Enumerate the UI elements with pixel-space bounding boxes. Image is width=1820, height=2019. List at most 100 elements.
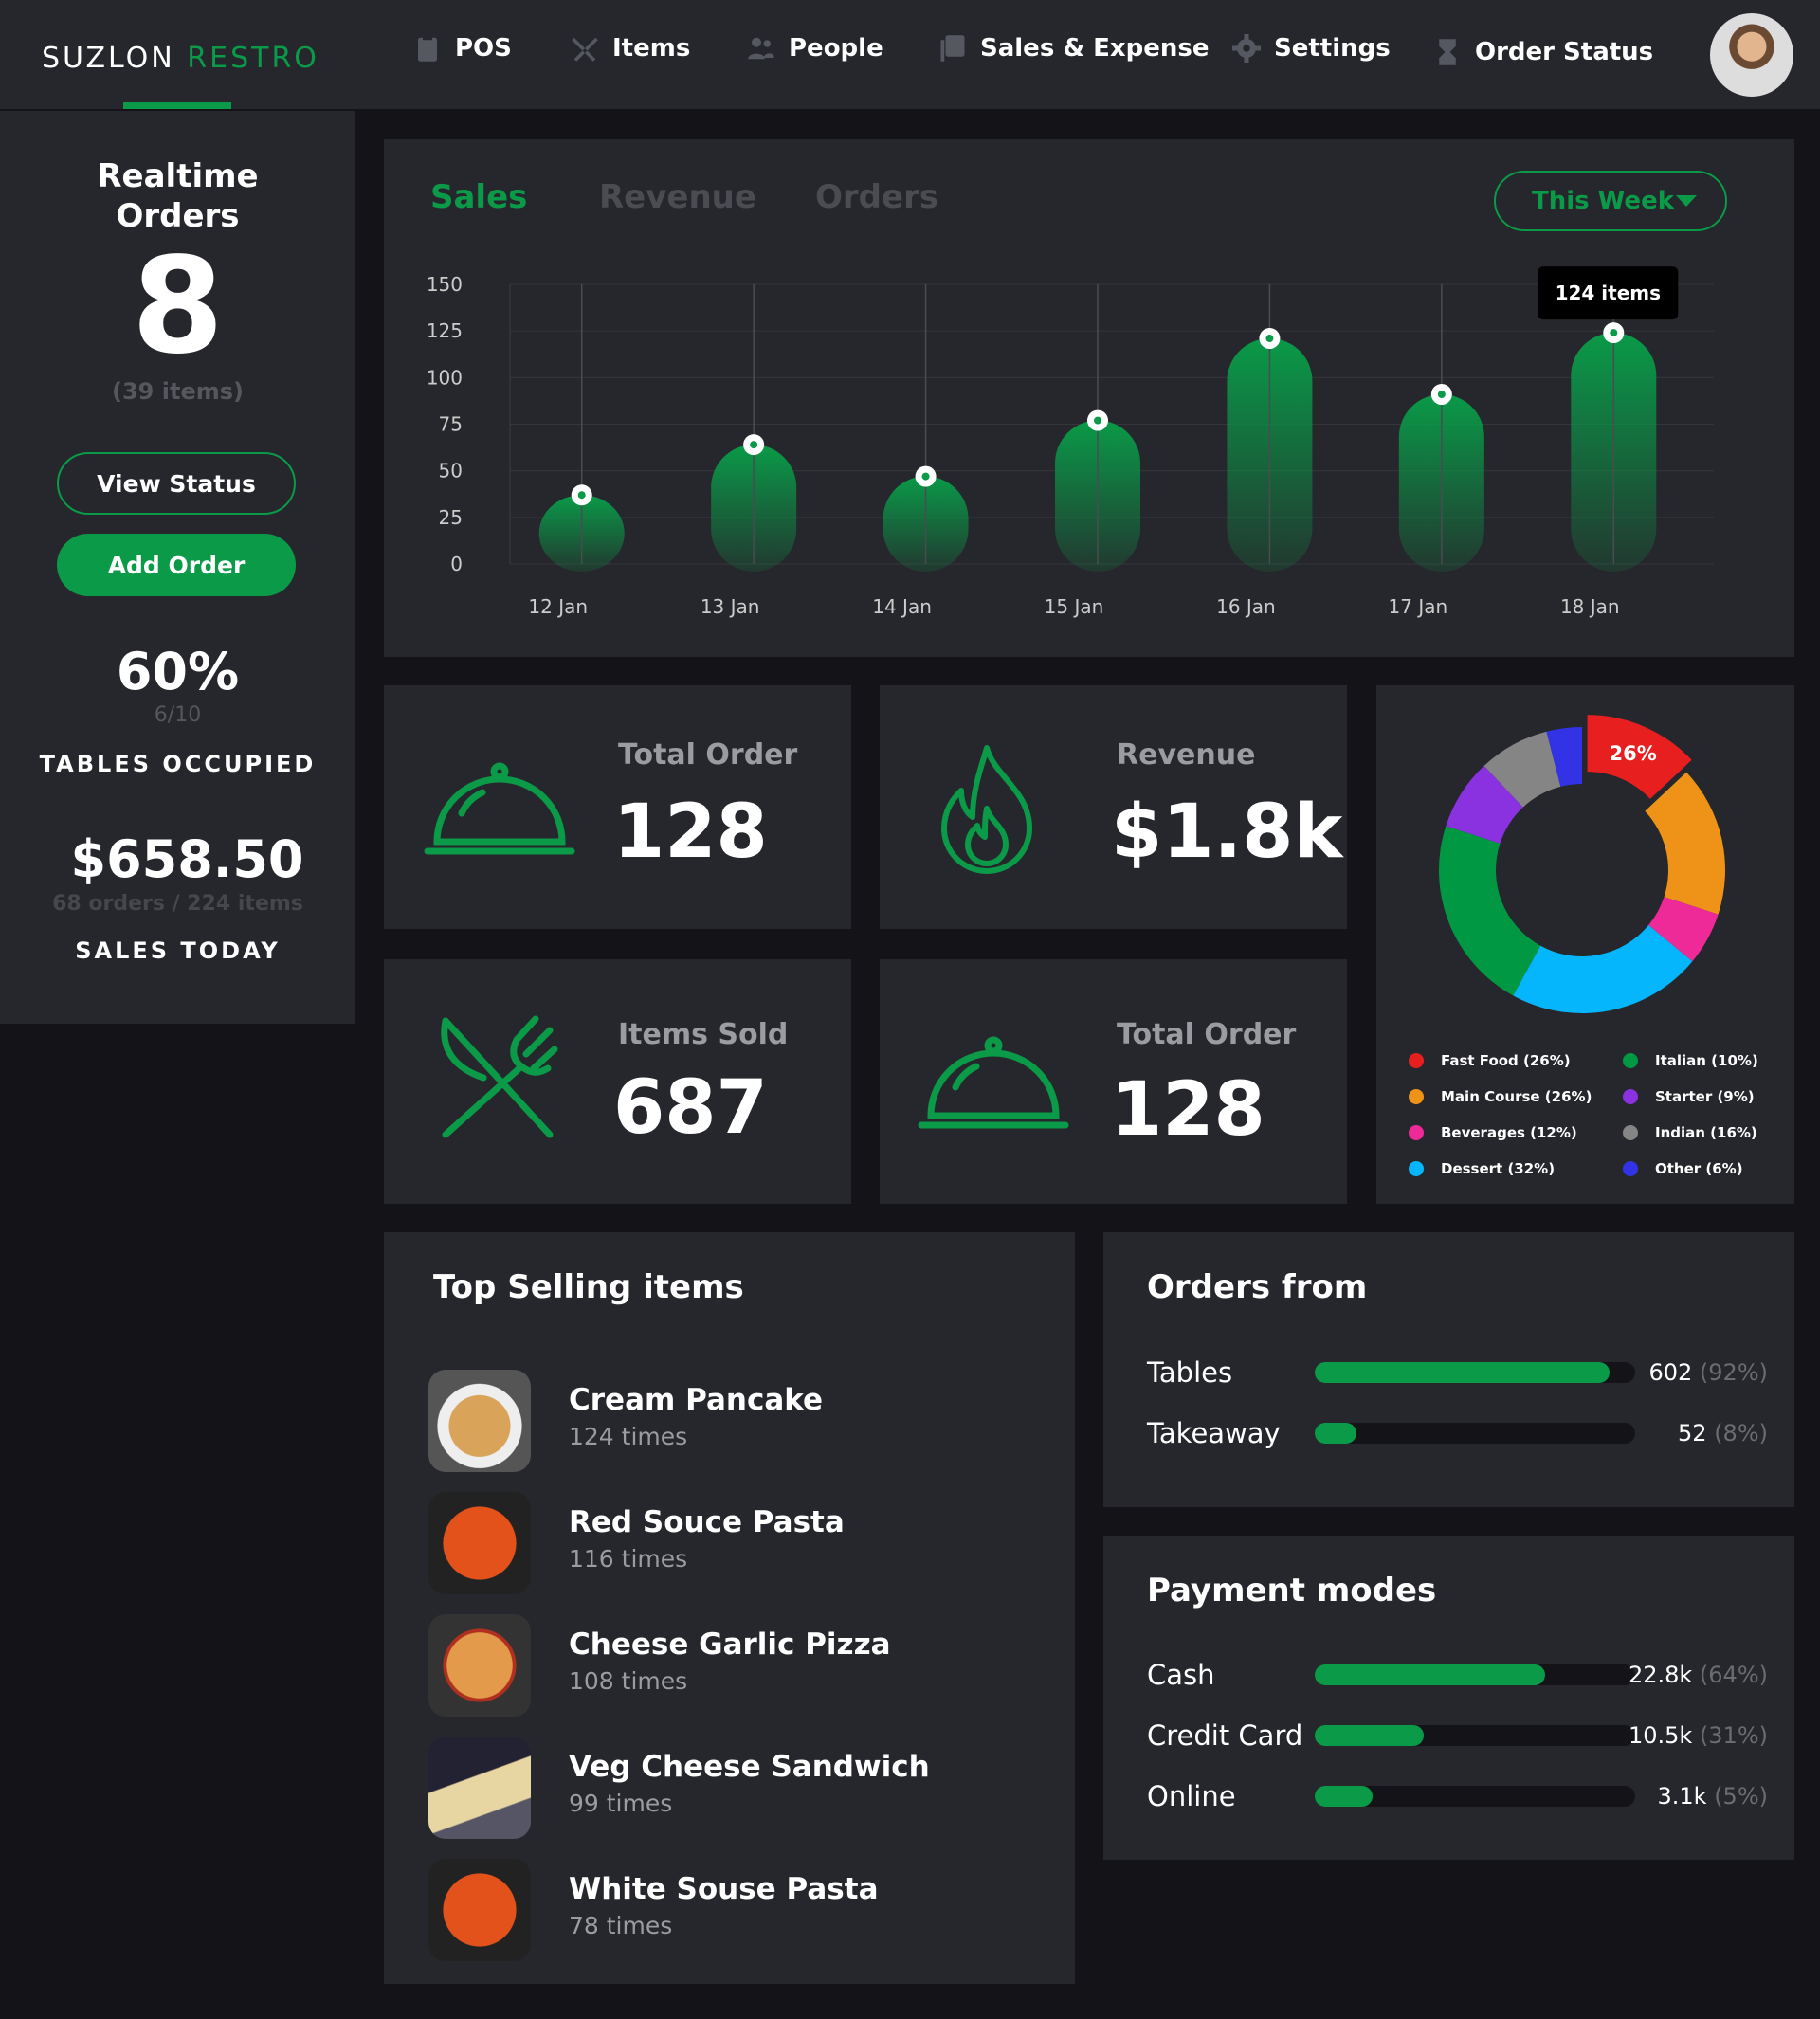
row-value: 602 (92%) (1648, 1359, 1768, 1386)
nav-people[interactable]: People (747, 34, 883, 63)
tab-orders[interactable]: Orders (815, 178, 939, 216)
stat-value: 687 (613, 1065, 768, 1151)
top-selling-title: Top Selling items (433, 1268, 744, 1306)
nav-label: Items (612, 34, 691, 63)
stat-value: 128 (1111, 1067, 1265, 1153)
donut-segment[interactable] (1446, 765, 1523, 844)
gear-icon (1232, 34, 1261, 63)
food-name[interactable]: Red Souce Pasta (569, 1505, 845, 1539)
donut-segment[interactable] (1546, 727, 1582, 787)
data-point-center (750, 441, 758, 449)
legend-item: Starter (9%) (1623, 1088, 1755, 1105)
brand-logo[interactable]: SUZLON RESTRO (42, 42, 319, 75)
nav-label: Order Status (1475, 38, 1654, 66)
x-tick-label: 16 Jan (1216, 595, 1276, 618)
food-name[interactable]: Cheese Garlic Pizza (569, 1628, 891, 1662)
x-tick-label: 18 Jan (1560, 595, 1620, 618)
donut-segment[interactable] (1587, 715, 1692, 799)
top-selling-panel: Top Selling items (384, 1232, 1075, 1984)
category-donut-panel: 26% Fast Food (26%) Main Course (26%) Beve… (1376, 685, 1794, 1204)
data-point-center (1610, 329, 1618, 337)
y-tick-label: 0 (450, 553, 463, 575)
add-order-button[interactable]: Add Order (57, 534, 296, 596)
legend-dot (1623, 1053, 1638, 1068)
cloche-icon (424, 762, 575, 855)
legend-item: Other (6%) (1623, 1160, 1743, 1177)
y-tick-label: 75 (439, 413, 463, 436)
stat-card-items-sold: Items Sold 687 (384, 959, 851, 1204)
nav-order-status[interactable]: Order Status (1433, 38, 1653, 66)
stat-value: $1.8k (1111, 790, 1343, 875)
nav-items[interactable]: Items (571, 34, 690, 63)
row-value: 22.8k (64%) (1628, 1662, 1768, 1688)
y-tick-label: 100 (427, 366, 463, 389)
progress-track (1315, 1423, 1635, 1444)
legend-item: Fast Food (26%) (1409, 1052, 1571, 1069)
payment-modes-title: Payment modes (1147, 1572, 1437, 1610)
food-name[interactable]: White Souse Pasta (569, 1872, 879, 1906)
sales-today-label: SALES TODAY (75, 937, 281, 964)
donut-segment[interactable] (1648, 897, 1719, 962)
x-tick-label: 15 Jan (1045, 595, 1104, 618)
legend-dot (1623, 1089, 1638, 1104)
stat-title: Total Order (1117, 1018, 1297, 1051)
clipboard-icon (418, 35, 437, 62)
nav-sales-expense[interactable]: Sales & Expense (938, 34, 1209, 63)
view-status-button[interactable]: View Status (57, 452, 296, 515)
nav-pos[interactable]: POS (413, 34, 512, 63)
period-dropdown[interactable]: This Week (1494, 171, 1727, 231)
legend-item: Beverages (12%) (1409, 1124, 1577, 1141)
orders-from-title: Orders from (1147, 1268, 1368, 1306)
food-count: 99 times (569, 1790, 673, 1817)
user-avatar[interactable] (1710, 13, 1793, 97)
period-value: This Week (1532, 187, 1674, 215)
progress-fill (1315, 1725, 1424, 1746)
progress-fill (1315, 1664, 1546, 1685)
top-nav (0, 0, 1820, 109)
utensils-icon (572, 37, 598, 62)
x-tick-label: 14 Jan (872, 595, 932, 618)
legend-dot (1409, 1089, 1424, 1104)
row-label: Cash (1147, 1659, 1215, 1691)
nav-label: Sales & Expense (980, 34, 1210, 63)
progress-track (1315, 1725, 1635, 1746)
y-tick-label: 125 (427, 319, 463, 342)
legend-dot (1623, 1161, 1638, 1176)
tables-occupied-label: TABLES OCCUPIED (39, 751, 317, 777)
food-count: 78 times (569, 1912, 673, 1939)
active-indicator (123, 102, 231, 109)
progress-fill (1315, 1423, 1356, 1444)
legend-label: Other (6%) (1655, 1160, 1743, 1177)
tab-sales[interactable]: Sales (430, 178, 528, 216)
y-tick-label: 150 (427, 273, 463, 296)
tab-revenue[interactable]: Revenue (599, 178, 756, 216)
progress-track (1315, 1362, 1635, 1383)
payment-row: Credit Card 10.5k (31%) (1147, 1717, 1768, 1755)
donut-chart: 26% (1439, 715, 1725, 1013)
bar-chart: 0 25 50 75 100 125 150 12 Jan 13 Jan 14 Jan 15 Jan… (427, 266, 1714, 618)
legend-dot (1409, 1125, 1424, 1140)
food-thumbnail (428, 1370, 531, 1472)
donut-segment[interactable] (1645, 772, 1725, 915)
food-name[interactable]: Cream Pancake (569, 1383, 824, 1417)
y-tick-label: 50 (439, 460, 463, 482)
legend-item: Dessert (32%) (1409, 1160, 1555, 1177)
food-count: 124 times (569, 1423, 688, 1450)
sales-today-sub: 68 orders / 224 items (52, 892, 303, 916)
legend-item: Main Course (26%) (1409, 1088, 1592, 1105)
stat-card-revenue: Revenue $1.8k (880, 685, 1347, 929)
legend-item: Italian (10%) (1623, 1052, 1758, 1069)
donut-segment[interactable] (1513, 925, 1693, 1013)
food-thumbnail (428, 1859, 531, 1961)
legend-dot (1409, 1053, 1424, 1068)
legend-label: Beverages (12%) (1441, 1124, 1577, 1141)
nav-settings[interactable]: Settings (1232, 34, 1391, 63)
food-name[interactable]: Veg Cheese Sandwich (569, 1750, 930, 1784)
donut-segment[interactable] (1439, 826, 1541, 996)
food-count: 116 times (569, 1545, 688, 1573)
progress-fill (1315, 1362, 1610, 1383)
donut-segment[interactable] (1483, 731, 1561, 808)
legend-dot (1409, 1161, 1424, 1176)
stat-title: Revenue (1117, 738, 1256, 772)
x-tick-label: 12 Jan (528, 595, 588, 618)
